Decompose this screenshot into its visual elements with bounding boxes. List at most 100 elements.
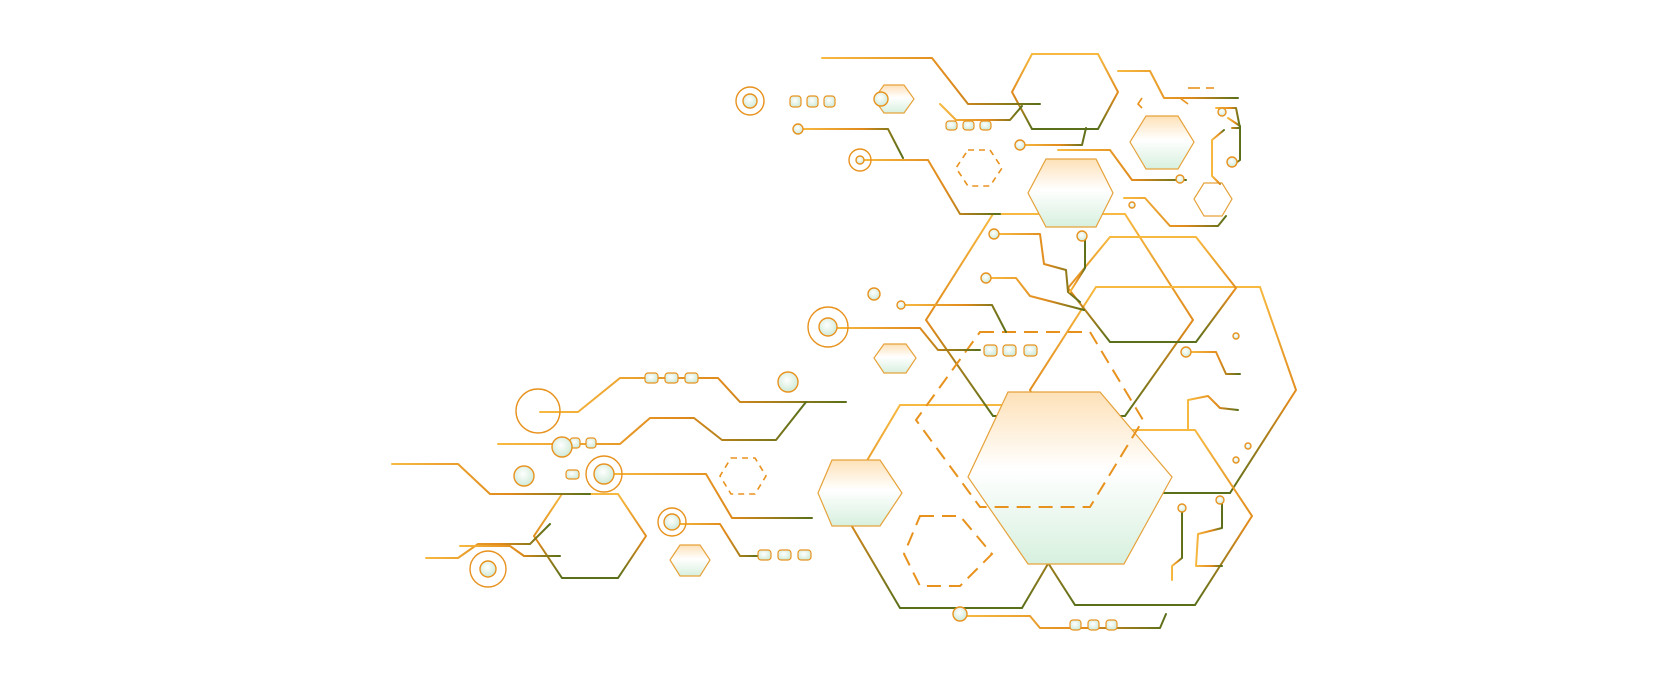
terminal-node bbox=[952, 606, 968, 622]
circuit-trace bbox=[1171, 507, 1183, 581]
terminal-node bbox=[777, 371, 799, 393]
chip-pad bbox=[945, 120, 958, 131]
filled-hexagon bbox=[967, 391, 1173, 565]
terminal-node bbox=[742, 93, 758, 109]
circuit-trace bbox=[1123, 197, 1227, 227]
dash-mark bbox=[1136, 97, 1143, 109]
circuit-trace bbox=[821, 57, 1041, 105]
chip-pad bbox=[684, 372, 699, 384]
chip-pad bbox=[565, 469, 580, 480]
chip-pad bbox=[644, 372, 659, 384]
circuit-trace bbox=[425, 523, 551, 559]
terminal-node bbox=[1232, 456, 1240, 464]
terminal-node bbox=[585, 455, 623, 493]
terminal-node bbox=[792, 123, 804, 135]
hexagon-outline bbox=[1028, 286, 1298, 494]
filled-hexagon bbox=[669, 544, 711, 577]
circuit-trace bbox=[497, 401, 807, 445]
chip-pad bbox=[1023, 344, 1038, 357]
chip-pad bbox=[664, 372, 679, 384]
chip-pad bbox=[806, 95, 819, 108]
dashed-hexagon-small bbox=[719, 457, 767, 495]
hexagon-outline bbox=[532, 493, 648, 579]
terminal-node bbox=[818, 317, 838, 337]
hexagon-outline bbox=[924, 213, 1195, 417]
chip-pad bbox=[757, 549, 772, 561]
chip-pad bbox=[983, 344, 998, 357]
terminal-node bbox=[1014, 139, 1026, 151]
circuit-trace bbox=[903, 304, 1007, 333]
circuit-trace bbox=[391, 463, 591, 495]
circuit-trace bbox=[1215, 107, 1241, 129]
terminal-node bbox=[1128, 201, 1136, 209]
hexagon-outline bbox=[1066, 236, 1238, 343]
chip-pad bbox=[1105, 619, 1118, 631]
circuit-trace bbox=[831, 327, 981, 351]
chip-pad bbox=[789, 95, 802, 108]
terminal-node bbox=[1244, 442, 1252, 450]
circuit-trace bbox=[989, 277, 1085, 311]
circuit-trace bbox=[1021, 127, 1087, 146]
chip-pad bbox=[1087, 619, 1100, 631]
terminal-node bbox=[980, 272, 992, 284]
circuit-trace bbox=[673, 523, 761, 557]
circuit-trace bbox=[459, 545, 561, 557]
chip-pad bbox=[979, 120, 992, 131]
terminal-node bbox=[479, 560, 497, 578]
terminal-node bbox=[735, 86, 765, 116]
chip-pad bbox=[1069, 619, 1082, 631]
filled-hexagon bbox=[1129, 115, 1195, 170]
dashed-hexagon-small bbox=[955, 149, 1003, 187]
chip-pad bbox=[962, 120, 975, 131]
circuit-trace bbox=[1211, 129, 1225, 185]
circuit-trace bbox=[1189, 351, 1241, 375]
terminal-node bbox=[1226, 156, 1238, 168]
terminal-node bbox=[469, 550, 507, 588]
circuit-trace bbox=[801, 128, 904, 159]
filled-hexagon bbox=[1193, 182, 1233, 217]
circuit-trace bbox=[963, 613, 1167, 629]
circuit-trace bbox=[939, 103, 1023, 121]
circuit-trace bbox=[609, 473, 813, 519]
terminal-node bbox=[873, 91, 889, 107]
terminal-node bbox=[1177, 503, 1187, 513]
circuit-trace bbox=[1195, 499, 1223, 567]
terminal-node bbox=[867, 287, 881, 301]
dashed-hexagon bbox=[914, 331, 1145, 508]
terminal-node bbox=[848, 148, 872, 172]
circuit-trace bbox=[861, 159, 1001, 215]
terminal-node bbox=[988, 228, 1000, 240]
terminal-node bbox=[1215, 495, 1225, 505]
circuit-trace bbox=[1187, 395, 1239, 431]
terminal-node bbox=[807, 306, 849, 348]
terminal-node bbox=[1180, 346, 1192, 358]
terminal-node bbox=[513, 465, 535, 487]
circuit-trace bbox=[1069, 235, 1086, 293]
terminal-node bbox=[1076, 230, 1088, 242]
terminal-node bbox=[1232, 332, 1240, 340]
terminal-node bbox=[515, 388, 561, 434]
dash-mark bbox=[1179, 97, 1189, 105]
chip-pad bbox=[823, 95, 836, 108]
filled-hexagon bbox=[817, 459, 903, 527]
hexagon-outline bbox=[1010, 53, 1120, 130]
terminal-node bbox=[663, 513, 681, 531]
chip-pad bbox=[1002, 344, 1017, 357]
chip-pad bbox=[777, 549, 792, 561]
filled-hexagon bbox=[1027, 158, 1114, 228]
terminal-node bbox=[1217, 107, 1227, 117]
circuit-trace bbox=[1057, 149, 1187, 181]
terminal-node bbox=[1175, 174, 1185, 184]
circuit-trace bbox=[1117, 70, 1239, 99]
filled-hexagon bbox=[873, 343, 917, 374]
circuit-trace bbox=[997, 233, 1081, 303]
terminal-node bbox=[593, 463, 615, 485]
dashed-hexagon bbox=[902, 515, 994, 587]
terminal-node bbox=[855, 155, 865, 165]
terminal-node bbox=[896, 300, 906, 310]
chip-pad bbox=[797, 549, 812, 561]
terminal-node bbox=[551, 436, 573, 458]
terminal-node bbox=[657, 507, 687, 537]
